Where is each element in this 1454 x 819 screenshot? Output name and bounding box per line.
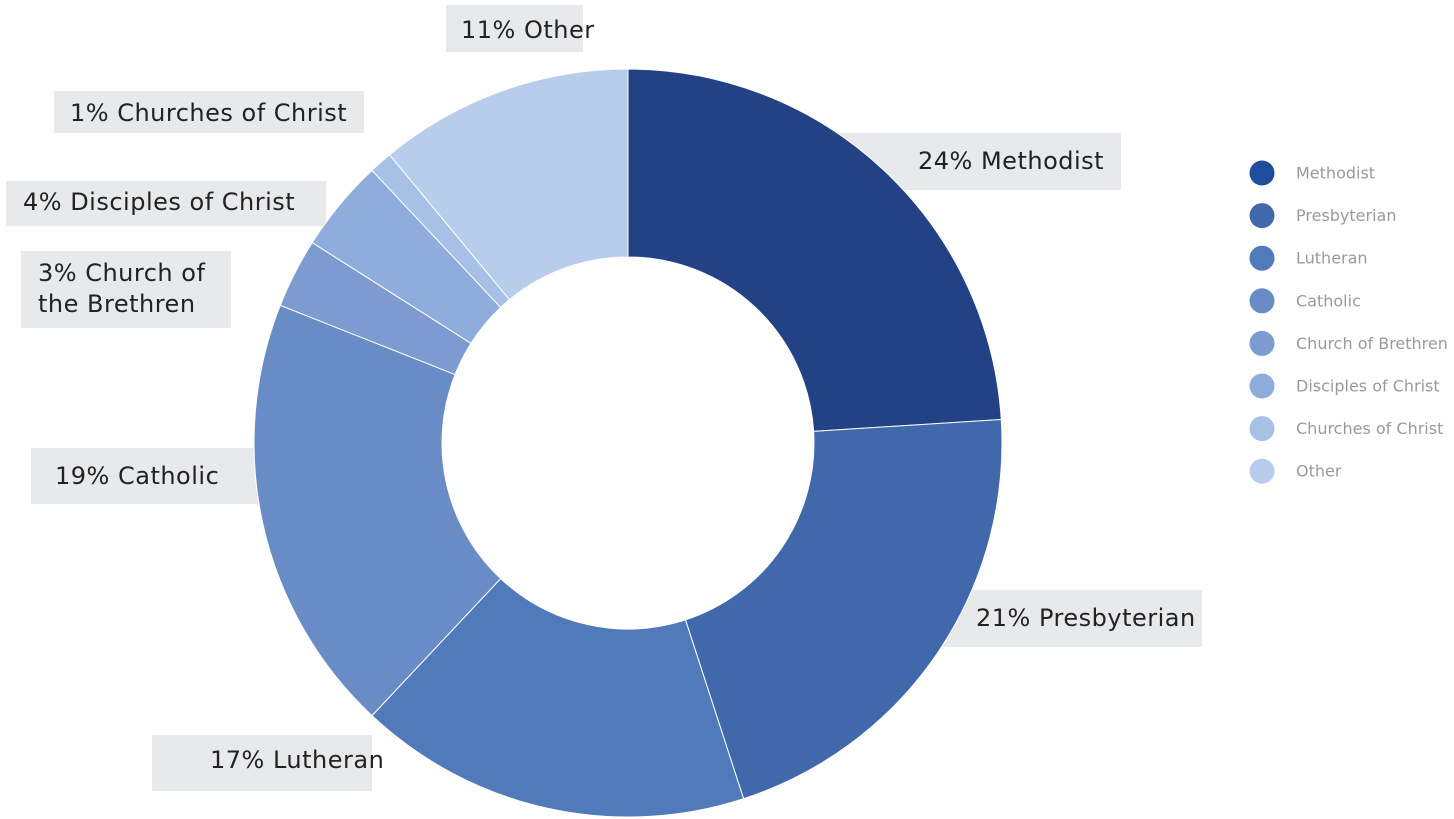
slice-label-4: 19% Catholic	[55, 462, 219, 490]
legend-label-5: Church of Brethren	[1296, 334, 1448, 353]
slice-label-line: 17% Lutheran	[210, 746, 384, 774]
slice-label-box-2	[942, 590, 1202, 647]
slice-label-6: 4% Disciples of Christ	[23, 188, 295, 216]
legend-swatch-2	[1249, 203, 1275, 229]
legend-swatch-7	[1249, 416, 1275, 442]
slice-label-line: 3% Church of	[38, 259, 205, 287]
chart-legend: Methodist Presbyterian Lutheran Catholic Chu…	[1249, 160, 1448, 484]
slice-label-7: 1% Churches of Christ	[70, 99, 347, 127]
slice-label-5: 3% Church of the Brethren	[38, 259, 205, 318]
slice-label-box-8	[446, 5, 583, 52]
slice-lutheran	[371, 577, 745, 818]
slice-label-line: the Brethren	[38, 290, 196, 318]
slice-label-box-7	[54, 91, 364, 133]
slice-label-box-3	[152, 735, 372, 791]
slice-label-line: 21% Presbyterian	[976, 604, 1196, 632]
legend-swatch-1	[1249, 160, 1275, 186]
legend-swatch-3	[1249, 245, 1275, 271]
legend-label-6: Disciples of Christ	[1296, 377, 1440, 396]
legend-label-4: Catholic	[1296, 291, 1361, 310]
slice-label-line: 11% Other	[461, 16, 595, 44]
slice-methodist	[627, 68, 1002, 432]
slice-label-box-5	[21, 251, 231, 328]
slice-label-box-6	[6, 181, 326, 226]
slice-label-boxes	[6, 5, 1202, 791]
donut-slices	[253, 68, 1003, 818]
slice-other	[388, 68, 629, 301]
legend-swatch-6	[1249, 373, 1275, 399]
slice-catholic	[253, 304, 502, 717]
legend-swatch-5	[1249, 330, 1275, 356]
slice-label-line: 1% Churches of Christ	[70, 99, 347, 127]
legend-label-3: Lutheran	[1296, 249, 1368, 268]
slice-label-2: 21% Presbyterian	[976, 604, 1196, 632]
slice-presbyterian	[684, 418, 1003, 800]
legend-swatch-8	[1249, 458, 1275, 484]
legend-label-8: Other	[1296, 462, 1342, 481]
slice-label-8: 11% Other	[461, 16, 595, 44]
legend-swatch-4	[1249, 288, 1275, 314]
slice-label-line: 24% Methodist	[918, 147, 1104, 175]
slice-label-box-4	[31, 448, 263, 504]
legend-label-2: Presbyterian	[1296, 206, 1396, 225]
slice-label-line: 4% Disciples of Christ	[23, 188, 295, 216]
slice-label-3: 17% Lutheran	[210, 746, 384, 774]
legend-label-1: Methodist	[1296, 164, 1375, 183]
slice-label-line: 19% Catholic	[55, 462, 219, 490]
slice-labels: 24% Methodist 21% Presbyterian 17% Luthera…	[23, 16, 1196, 774]
slice-label-1: 24% Methodist	[918, 147, 1104, 175]
legend-label-7: Churches of Christ	[1296, 419, 1443, 438]
